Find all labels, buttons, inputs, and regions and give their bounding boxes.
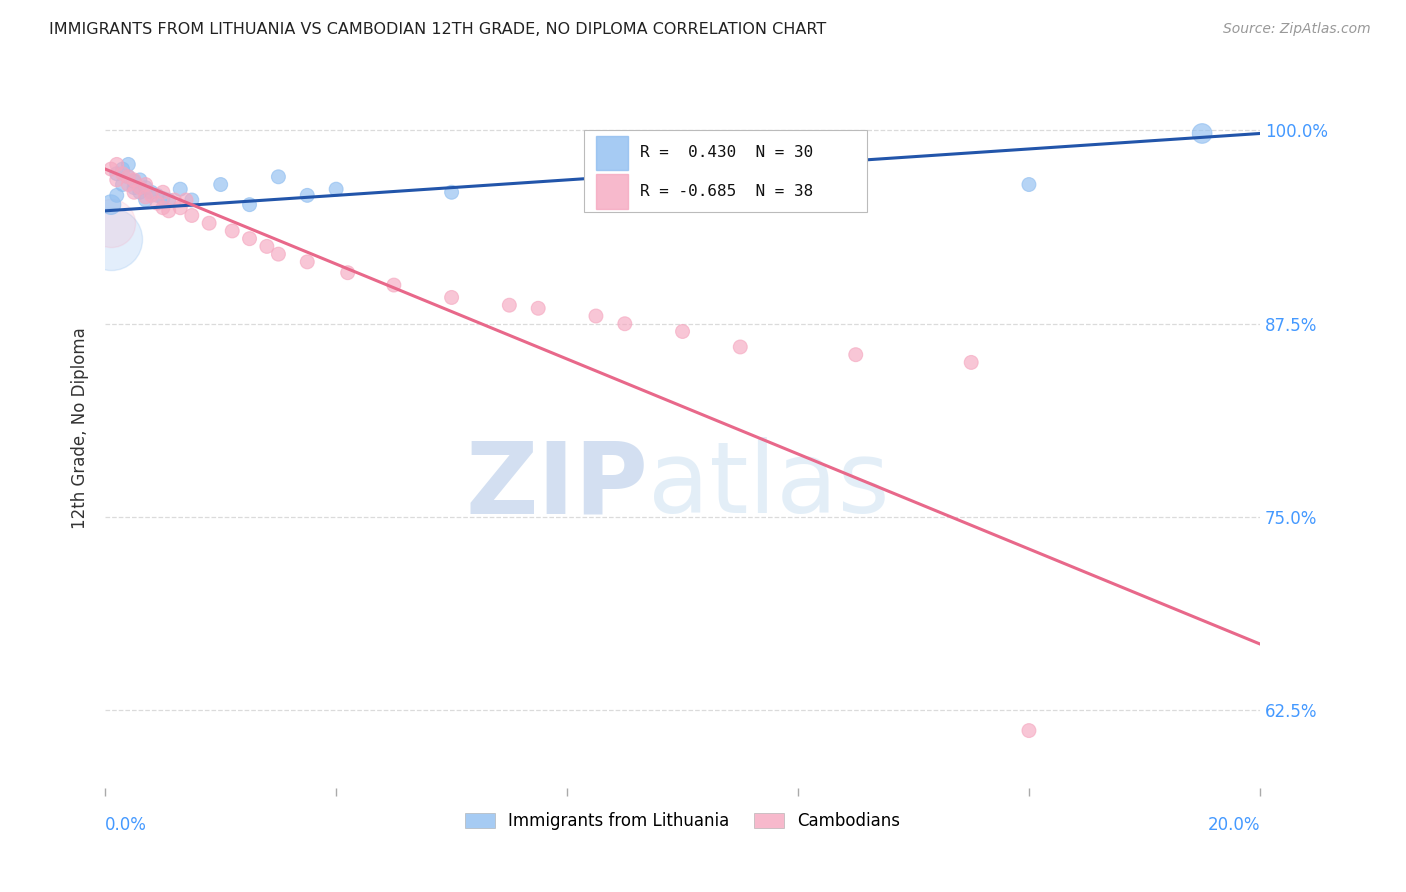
Point [105, 157, 128, 171]
Point [585, 309, 607, 323]
Point [117, 178, 139, 192]
Point [440, 290, 463, 304]
Point [111, 167, 134, 181]
Point [382, 278, 405, 293]
Point [135, 178, 157, 192]
Point [117, 157, 139, 171]
Point [180, 209, 202, 223]
Text: atlas: atlas [648, 437, 890, 534]
Point [209, 178, 232, 192]
Point [117, 169, 139, 184]
Bar [596, 175, 628, 209]
Point [174, 193, 197, 207]
Legend: Immigrants from Lithuania, Cambodians: Immigrants from Lithuania, Cambodians [464, 812, 900, 830]
Point [1018, 723, 1040, 738]
Point [730, 340, 752, 354]
Text: R =  0.430  N = 30: R = 0.430 N = 30 [640, 145, 813, 161]
Point [146, 196, 169, 211]
Point [169, 201, 191, 215]
Point [787, 188, 810, 202]
Point [1018, 178, 1040, 192]
Point [169, 182, 191, 196]
Point [157, 193, 180, 207]
Point [111, 162, 134, 177]
Text: IMMIGRANTS FROM LITHUANIA VS CAMBODIAN 12TH GRADE, NO DIPLOMA CORRELATION CHART: IMMIGRANTS FROM LITHUANIA VS CAMBODIAN 1… [49, 22, 827, 37]
Text: ZIP: ZIP [465, 437, 648, 534]
Point [845, 182, 868, 196]
Point [100, 232, 122, 246]
Point [128, 186, 150, 200]
Point [122, 186, 145, 200]
Point [135, 190, 157, 204]
Point [111, 178, 134, 192]
Point [128, 173, 150, 187]
Point [117, 169, 139, 184]
Point [100, 216, 122, 230]
Text: 0.0%: 0.0% [105, 815, 148, 834]
Point [146, 188, 169, 202]
Point [238, 197, 260, 211]
Point [297, 255, 319, 269]
Point [845, 348, 868, 362]
Point [221, 224, 243, 238]
Text: 20.0%: 20.0% [1208, 815, 1260, 834]
Point [105, 173, 128, 187]
Point [671, 325, 693, 339]
Point [100, 162, 122, 177]
Point [152, 191, 174, 205]
Point [613, 317, 636, 331]
Point [498, 298, 520, 312]
Point [1191, 127, 1213, 141]
Y-axis label: 12th Grade, No Diploma: 12th Grade, No Diploma [72, 327, 89, 529]
Point [297, 188, 319, 202]
FancyBboxPatch shape [585, 129, 868, 212]
Point [267, 169, 290, 184]
Point [105, 188, 128, 202]
Point [163, 193, 186, 207]
Point [198, 216, 221, 230]
Point [336, 266, 359, 280]
Point [135, 193, 157, 207]
Point [135, 180, 157, 194]
Point [122, 173, 145, 187]
Point [141, 186, 163, 200]
Point [157, 203, 180, 218]
Text: R = -0.685  N = 38: R = -0.685 N = 38 [640, 185, 813, 199]
Point [527, 301, 550, 316]
Point [180, 193, 202, 207]
Point [152, 201, 174, 215]
Point [613, 180, 636, 194]
Point [256, 239, 278, 253]
Point [440, 186, 463, 200]
Point [267, 247, 290, 261]
Bar [596, 136, 628, 170]
Point [100, 197, 122, 211]
Text: Source: ZipAtlas.com: Source: ZipAtlas.com [1223, 22, 1371, 37]
Point [141, 188, 163, 202]
Point [122, 180, 145, 194]
Point [960, 355, 983, 369]
Point [238, 232, 260, 246]
Point [152, 186, 174, 200]
Point [128, 180, 150, 194]
Point [105, 167, 128, 181]
Point [325, 182, 347, 196]
Point [122, 174, 145, 188]
